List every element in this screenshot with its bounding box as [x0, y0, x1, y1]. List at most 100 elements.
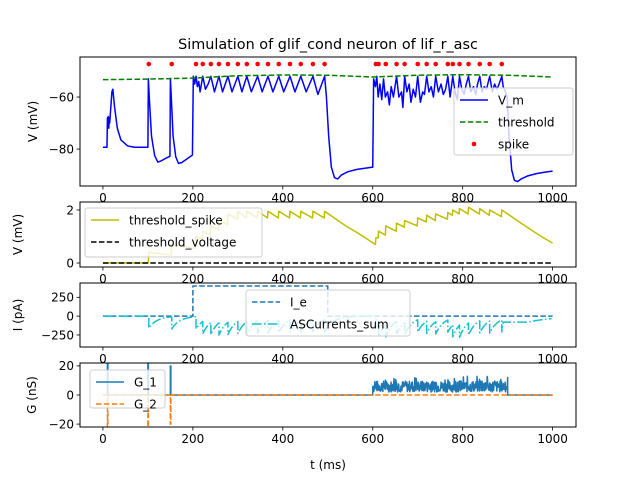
legend-label: threshold_spike — [129, 213, 223, 227]
legend-label: I_e — [290, 295, 307, 309]
y-tick-label: 2 — [66, 203, 74, 217]
x-tick-label: 600 — [361, 432, 384, 446]
y-tick-label: −80 — [49, 142, 74, 156]
legend-box — [245, 289, 411, 337]
spike-marker — [415, 61, 421, 67]
y-tick-label: 0 — [66, 256, 74, 270]
x-tick-label: 0 — [99, 352, 107, 366]
plot-area — [102, 61, 553, 183]
legend-label: threshold — [498, 115, 555, 129]
x-tick-label: 200 — [181, 432, 204, 446]
x-tick-label: 400 — [271, 352, 294, 366]
x-tick-label: 1000 — [537, 352, 568, 366]
spike-marker — [445, 61, 451, 67]
y-tick-label: −250 — [41, 328, 74, 342]
spike-marker — [433, 61, 438, 67]
spike-marker — [298, 61, 304, 67]
spike-marker — [424, 61, 430, 67]
x-tick-label: 600 — [361, 191, 384, 205]
y-axis-label: I (pA) — [11, 299, 25, 332]
plot-area — [102, 363, 553, 427]
spike-marker — [265, 61, 271, 67]
x-tick-label: 600 — [361, 272, 384, 286]
spike-marker — [376, 61, 381, 67]
y-tick-label: −60 — [49, 90, 74, 104]
x-tick-label: 400 — [271, 432, 294, 446]
spike-marker — [216, 61, 222, 67]
legend: G_1 G_2 — [89, 369, 166, 411]
y-tick-label: 20 — [59, 359, 74, 373]
spike-marker — [225, 61, 231, 67]
x-tick-label: 1000 — [537, 272, 568, 286]
x-tick-label: 200 — [181, 191, 204, 205]
axes-frame — [79, 201, 577, 268]
x-tick-label: 400 — [271, 191, 294, 205]
spike-marker — [499, 61, 505, 67]
panel-3: 0 200 400 600 800 1000 250 0 −250 I (pA) I_e ASCurr… — [11, 282, 577, 366]
legend: I_e ASCurrents_sum — [245, 289, 411, 337]
i-e-series — [102, 285, 553, 317]
x-tick-label: 800 — [451, 272, 474, 286]
spike-marker — [383, 61, 389, 67]
spike-marker — [235, 61, 241, 67]
y-tick-label: 250 — [51, 291, 74, 305]
x-tick-label: 200 — [181, 272, 204, 286]
spike-marker — [487, 61, 492, 67]
spike-marker — [322, 61, 327, 67]
y-axis-label: V (mV) — [26, 101, 40, 142]
g-1-series — [102, 363, 553, 396]
x-axis-label: t (ms) — [310, 458, 346, 472]
spike-marker — [477, 61, 483, 67]
x-tick-label: 400 — [271, 272, 294, 286]
g-2-series — [102, 394, 553, 427]
spike-marker — [208, 61, 214, 67]
legend-label: G_2 — [134, 397, 157, 411]
x-tick-label: 800 — [451, 191, 474, 205]
panel-1: 0 200 400 600 800 1000 −60 −80 V (mV) V_m threshol… — [26, 56, 577, 205]
x-tick-label: 800 — [451, 352, 474, 366]
legend-box — [453, 87, 574, 156]
x-tick-label: 0 — [99, 191, 107, 205]
x-tick-label: 0 — [99, 272, 107, 286]
y-axis-label: G (nS) — [25, 376, 39, 414]
spike-marker — [244, 61, 250, 67]
y-tick-label: 0 — [66, 388, 74, 402]
spike-marker — [276, 61, 282, 67]
axes-frame — [79, 282, 577, 348]
axes-frame — [79, 56, 577, 187]
spike-marker — [146, 61, 152, 67]
spike-marker — [200, 61, 206, 67]
legend-marker — [471, 141, 477, 147]
spike-marker — [457, 61, 462, 67]
y-axis-label: V (mV) — [11, 214, 25, 255]
threshold-series — [102, 73, 553, 81]
spike-marker — [169, 61, 175, 67]
spike-marker — [450, 61, 456, 67]
spike-marker — [255, 61, 260, 67]
chart-title: Simulation of glif_cond neuron of lif_r_… — [178, 37, 478, 53]
x-tick-label: 600 — [361, 352, 384, 366]
y-tick-label: 0 — [66, 309, 74, 323]
spike-marker — [466, 61, 471, 67]
legend-label: G_1 — [134, 375, 157, 389]
spike-marker — [193, 61, 199, 67]
x-tick-label: 200 — [181, 352, 204, 366]
y-tick-label: −20 — [49, 417, 74, 431]
legend-label: V_m — [498, 93, 524, 107]
legend-label: ASCurrents_sum — [290, 317, 389, 331]
legend-label: spike — [498, 137, 529, 151]
x-tick-label: 0 — [99, 432, 107, 446]
spike-marker — [287, 61, 293, 67]
legend: threshold_spike threshold_voltage — [84, 207, 263, 258]
spike-marker — [402, 61, 407, 67]
spike-marker — [310, 61, 316, 67]
x-tick-label: 1000 — [537, 191, 568, 205]
legend-label: threshold_voltage — [129, 235, 236, 249]
x-tick-label: 800 — [451, 432, 474, 446]
spike-marker — [394, 61, 399, 67]
x-tick-label: 1000 — [537, 432, 568, 446]
legend-box — [89, 369, 166, 409]
legend-box — [84, 207, 263, 258]
